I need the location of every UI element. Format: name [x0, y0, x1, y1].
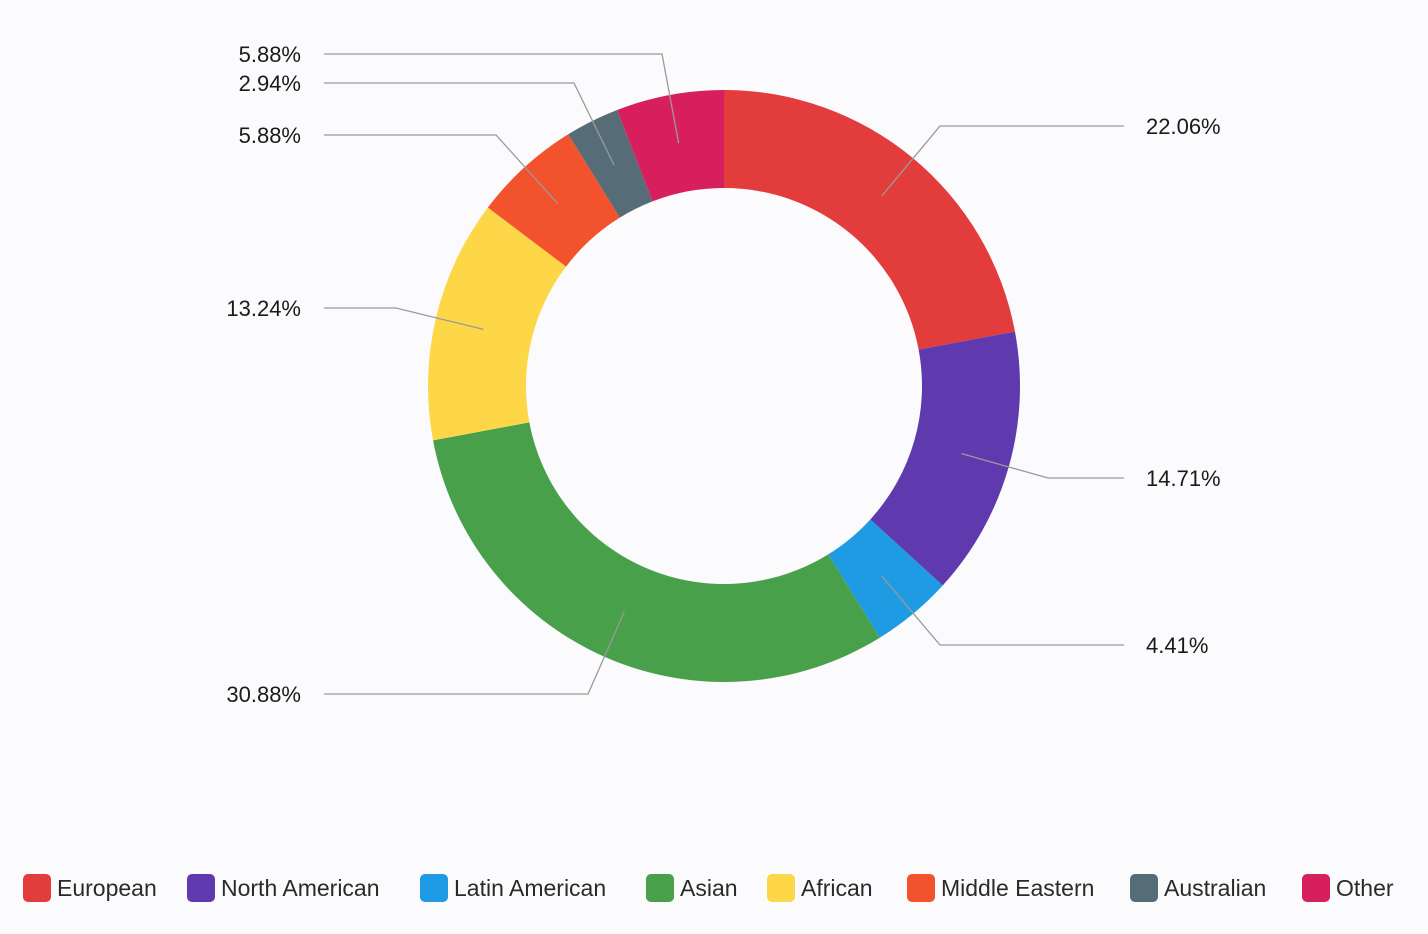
value-label-middle-eastern: 5.88% — [239, 123, 301, 148]
legend-label-latin-american: Latin American — [454, 874, 607, 901]
legend-item-latin-american[interactable]: Latin American — [420, 866, 606, 910]
legend-label-other: Other — [1336, 874, 1394, 901]
slice-latin-american[interactable] — [828, 519, 943, 638]
slice-european[interactable] — [724, 90, 1015, 350]
legend-item-middle-eastern[interactable]: Middle Eastern — [907, 866, 1094, 910]
slice-other[interactable] — [617, 90, 724, 202]
legend-item-european[interactable]: European — [23, 866, 157, 910]
slice-middle-eastern[interactable] — [487, 134, 620, 267]
legend-swatch-other — [1302, 874, 1330, 902]
leader-line-middle-eastern — [324, 134, 559, 204]
legend-swatch-north-american — [187, 874, 215, 902]
legend-label-african: African — [801, 874, 873, 901]
value-label-north-american: 14.71% — [1146, 466, 1221, 491]
slice-australian[interactable] — [568, 109, 653, 218]
percentage-labels: 22.06% 14.71% 4.41% 30.88% 13.24% 5.88% 2.94% 5… — [226, 42, 1220, 707]
legend-item-asian[interactable]: Asian — [646, 866, 738, 910]
value-label-asian: 30.88% — [226, 682, 301, 707]
value-label-latin-american: 4.41% — [1146, 633, 1208, 658]
leader-line-other — [324, 53, 680, 144]
leader-line-latin-american — [881, 575, 1124, 646]
slice-north-american[interactable] — [870, 331, 1020, 586]
slice-african[interactable] — [427, 207, 567, 441]
value-label-australian: 2.94% — [239, 71, 301, 96]
legend-swatch-middle-eastern — [907, 874, 935, 902]
legend-swatch-asian — [646, 874, 674, 902]
legend-item-african[interactable]: African — [767, 866, 873, 910]
leader-line-australian — [324, 82, 615, 166]
legend-label-european: European — [57, 874, 157, 901]
donut-slices — [427, 90, 1020, 682]
legend-label-north-american: North American — [221, 874, 380, 901]
legend-swatch-african — [767, 874, 795, 902]
legend-item-australian[interactable]: Australian — [1130, 866, 1266, 910]
legend-item-other[interactable]: Other — [1302, 866, 1394, 910]
legend-swatch-australian — [1130, 874, 1158, 902]
legend-label-asian: Asian — [680, 874, 738, 901]
legend-swatch-european — [23, 874, 51, 902]
value-label-european: 22.06% — [1146, 114, 1221, 139]
leader-line-asian — [324, 611, 625, 695]
slice-asian[interactable] — [433, 422, 880, 682]
leader-line-european — [881, 125, 1124, 197]
leader-line-north-american — [961, 453, 1124, 479]
chart-legend: European North American Latin American Asia… — [0, 866, 1428, 910]
legend-swatch-latin-american — [420, 874, 448, 902]
legend-label-middle-eastern: Middle Eastern — [941, 874, 1095, 901]
value-label-african: 13.24% — [226, 296, 301, 321]
legend-label-australian: Australian — [1164, 874, 1267, 901]
legend-item-north-american[interactable]: North American — [187, 866, 380, 910]
leader-lines — [324, 53, 1124, 695]
value-label-other: 5.88% — [239, 42, 301, 67]
leader-line-african — [324, 307, 484, 331]
